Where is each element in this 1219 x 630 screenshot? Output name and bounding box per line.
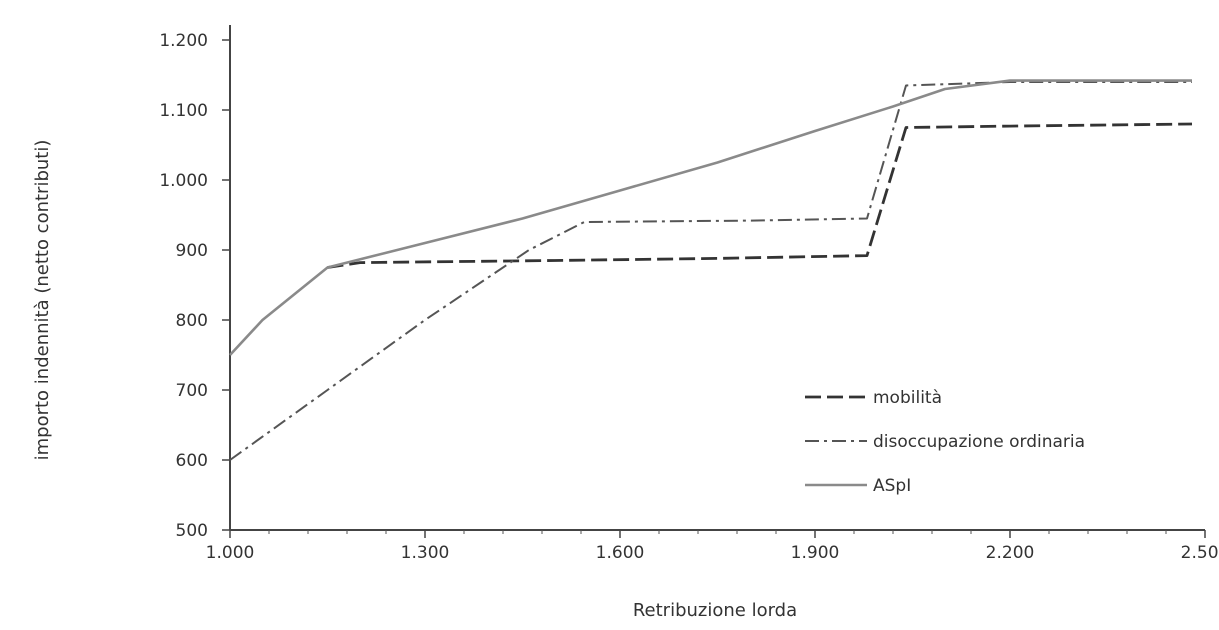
series-line — [229, 81, 1192, 461]
series-line — [327, 122, 1193, 269]
axes: 500 600 700 800 900 1.000 1.100 1.200 1.000 1.300… — [159, 25, 1219, 563]
y-tick-label: 500 — [176, 521, 208, 541]
y-axis-title: importo indennità (netto contributi) — [32, 140, 53, 461]
y-tick-label: 700 — [176, 381, 208, 401]
x-tick-label: 1.900 — [791, 543, 840, 563]
legend-label: ASpI — [873, 476, 911, 496]
y-tick-label: 1.200 — [159, 31, 208, 51]
y-tick-label: 600 — [176, 451, 208, 471]
x-tick-label: 2.200 — [986, 543, 1035, 563]
y-tick-label: 1.100 — [159, 101, 208, 121]
x-tick-label: 2.500 — [1181, 543, 1219, 563]
x-tick-label: 1.600 — [596, 543, 645, 563]
y-tick-label: 900 — [176, 241, 208, 261]
x-tick-label: 1.300 — [401, 543, 450, 563]
y-tick-label: 800 — [176, 311, 208, 331]
legend: mobilità disoccupazione ordinaria ASpI — [805, 388, 1085, 496]
x-axis-title: Retribuzione lorda — [633, 600, 797, 621]
series-line — [229, 79, 1192, 356]
series-group — [229, 79, 1193, 461]
x-tick-label: 1.000 — [206, 543, 255, 563]
legend-label: mobilità — [873, 388, 942, 408]
legend-label: disoccupazione ordinaria — [873, 432, 1085, 452]
y-tick-label: 1.000 — [159, 171, 208, 191]
